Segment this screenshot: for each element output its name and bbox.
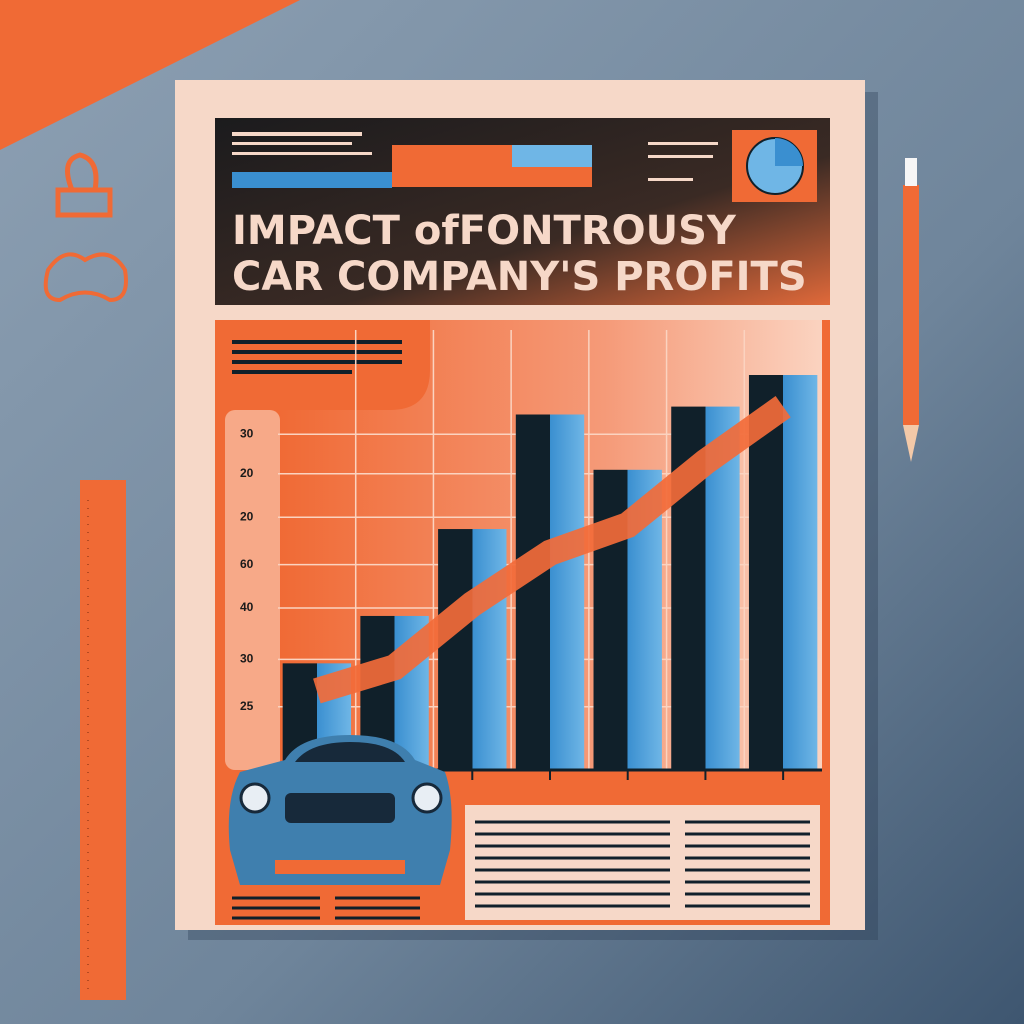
header-text-lines <box>232 132 718 181</box>
y-tick-label: 20 <box>240 466 254 480</box>
text-block-lines <box>232 820 810 920</box>
y-tick-label: 40 <box>240 600 254 614</box>
axis-panel <box>225 410 280 770</box>
panel-text-lines <box>232 340 402 374</box>
pencil <box>903 185 919 425</box>
chart: 30 20 20 60 40 30 25 <box>240 330 822 780</box>
title-line: CAR COMPANY'S PROFITS <box>232 254 807 300</box>
pencil-tip <box>903 425 919 462</box>
title-line: IMPACT ofFONTROUSY <box>232 208 737 254</box>
y-tick-label: 30 <box>240 426 254 440</box>
bar <box>515 414 585 770</box>
text-block <box>465 805 820 920</box>
corner-panel <box>215 320 430 410</box>
ruler <box>80 480 126 1000</box>
paper-clip <box>43 252 128 303</box>
orange-sheet <box>0 0 300 150</box>
binder-clip <box>55 152 113 218</box>
y-tick-label: 20 <box>240 509 254 523</box>
bar <box>438 529 507 770</box>
header-color-strip <box>232 145 592 188</box>
y-tick-label: 60 <box>240 557 254 571</box>
pie-icon-slice <box>775 138 803 166</box>
pencil-eraser <box>905 158 917 186</box>
line-band <box>313 396 791 704</box>
bar <box>748 375 818 770</box>
y-tick-label: 30 <box>240 652 254 666</box>
car-illustration <box>228 735 452 885</box>
y-tick-label: 25 <box>240 699 254 713</box>
